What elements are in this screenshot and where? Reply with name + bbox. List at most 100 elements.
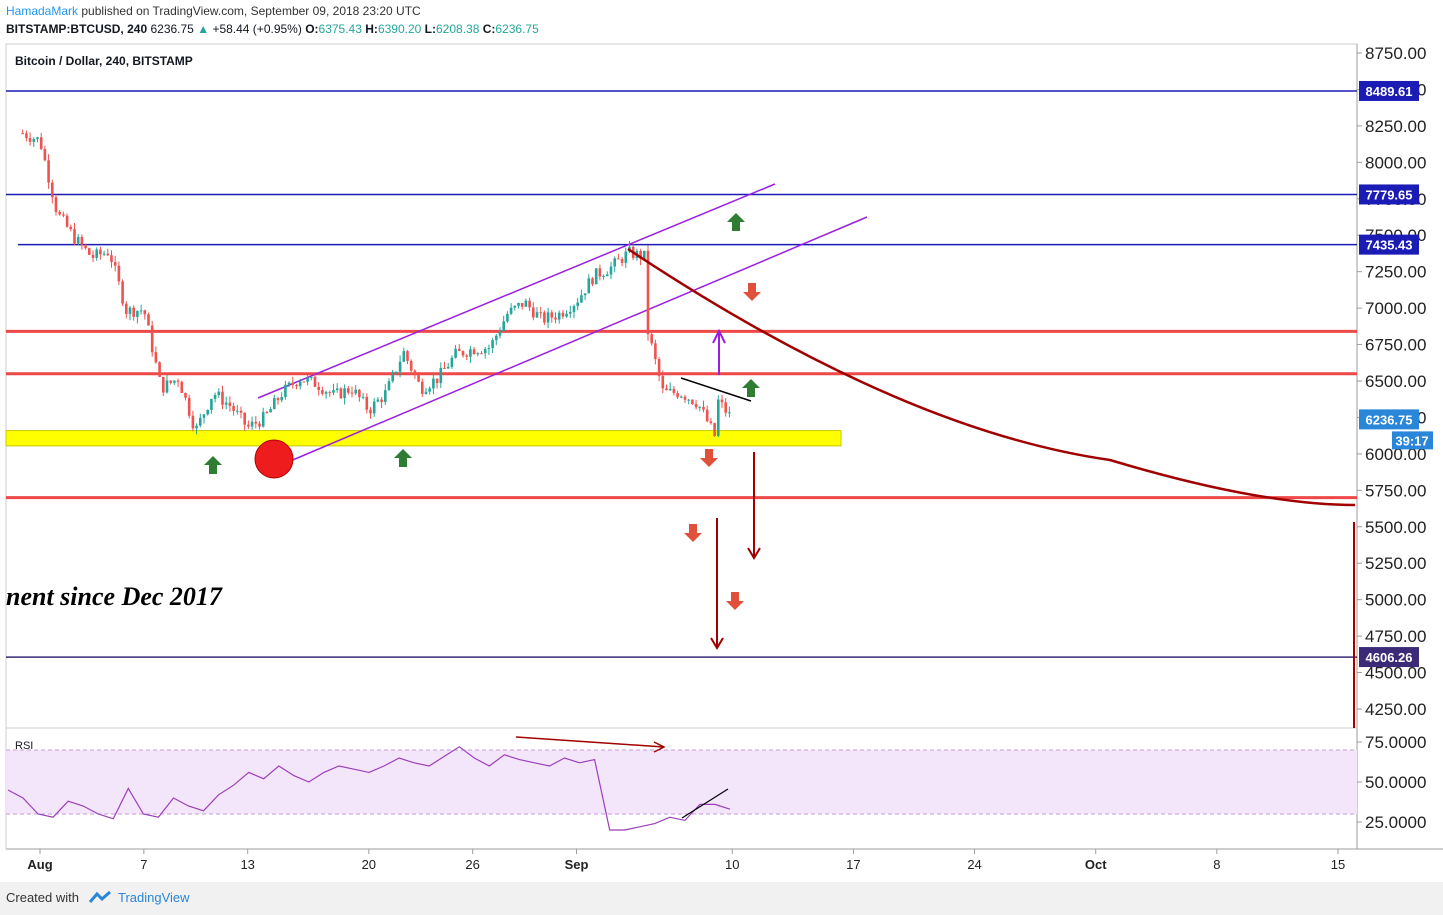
rsi-tick-label: 50.0000 (1365, 773, 1426, 792)
author-link[interactable]: HamadaMark (6, 4, 79, 18)
tradingview-link[interactable]: TradingView (118, 890, 190, 905)
candle (724, 402, 727, 413)
candle (387, 381, 391, 391)
candle (87, 248, 91, 255)
countdown-box (1392, 431, 1433, 450)
candle (450, 357, 454, 367)
candle (424, 391, 428, 394)
candle (102, 253, 106, 255)
price-tick-label: 6750.00 (1365, 336, 1426, 355)
candle (594, 268, 598, 285)
low-value: 6208.38 (436, 22, 480, 36)
candle (154, 352, 158, 363)
candle (435, 378, 439, 384)
candle (665, 388, 668, 391)
candle (124, 303, 128, 314)
candle (276, 398, 280, 401)
candle (598, 268, 602, 277)
candle (272, 398, 276, 410)
candle (413, 370, 417, 376)
high-label: H: (365, 22, 378, 36)
candle (117, 265, 121, 282)
candle (180, 381, 184, 393)
red-down-arrow-icon (684, 524, 702, 542)
candle (402, 351, 406, 362)
candle (50, 182, 54, 198)
candle (679, 396, 683, 398)
candle (546, 312, 550, 323)
candle (691, 399, 694, 405)
green-up-arrow-icon (742, 379, 760, 397)
candle (121, 281, 124, 304)
candle (465, 355, 468, 357)
candle (95, 249, 98, 258)
candle (306, 377, 309, 382)
candle (298, 381, 302, 387)
green-up-arrow-icon (204, 456, 222, 474)
channel-lower-line (287, 216, 868, 463)
candle (195, 425, 198, 429)
candle (358, 389, 361, 398)
candle (302, 381, 306, 383)
candle (54, 197, 58, 212)
price-label: 4606.26 (1366, 650, 1413, 665)
time-tick-label: Sep (565, 857, 589, 872)
candle (457, 348, 461, 352)
price-tick-label: 5000.00 (1365, 591, 1426, 610)
candle (443, 367, 446, 369)
rsi-band (6, 750, 1357, 814)
time-tick-label: 10 (725, 857, 739, 872)
price-tick-label: 5250.00 (1365, 554, 1426, 573)
publish-date: published on TradingView.com, September … (81, 4, 421, 18)
candle (487, 348, 491, 350)
price-tick-label: 4250.00 (1365, 700, 1426, 719)
rsi-tick-label: 75.0000 (1365, 733, 1426, 752)
candle (28, 138, 32, 142)
candle (110, 255, 113, 263)
candle (80, 237, 84, 245)
candle (139, 310, 143, 312)
candle (524, 300, 528, 307)
candle (25, 133, 28, 139)
candle (143, 310, 147, 315)
wedge-line (680, 377, 752, 402)
candle (39, 137, 43, 149)
candle (198, 417, 202, 426)
rsi-trendline (681, 788, 729, 819)
candle (513, 305, 517, 308)
tradingview-logo-icon[interactable] (88, 890, 112, 909)
candle (539, 312, 542, 314)
red-down-arrow-icon (743, 283, 761, 301)
time-tick-label: 20 (362, 857, 376, 872)
candle (136, 310, 139, 317)
time-tick-label: 8 (1213, 857, 1220, 872)
ohlc-legend: BITSTAMP:BTCUSD, 240 6236.75 ▲ +58.44 (+… (6, 22, 539, 36)
candle (650, 334, 653, 344)
candle (716, 399, 720, 436)
publish-info: HamadaMark published on TradingView.com,… (6, 4, 421, 18)
candle (646, 250, 650, 335)
candle (543, 312, 546, 323)
candle (572, 306, 576, 313)
candle (21, 133, 24, 135)
candle (221, 391, 224, 405)
bottom-marker-circle (254, 439, 294, 479)
candle (439, 367, 443, 384)
candle (395, 371, 398, 373)
red-down-arrow-icon (726, 592, 744, 610)
chart-canvas[interactable]: Bitcoin / Dollar, 240, BITSTAMP nent sin… (0, 0, 1443, 882)
candle (565, 313, 568, 317)
candle (609, 266, 613, 275)
time-tick-label: 13 (240, 857, 254, 872)
candle (287, 382, 291, 385)
rsi-tick-label: 25.0000 (1365, 813, 1426, 832)
candle (687, 399, 690, 401)
candle (624, 251, 628, 263)
candle (702, 406, 705, 410)
candle (602, 276, 605, 278)
candle (239, 410, 243, 413)
candle (639, 250, 642, 260)
high-value: 6390.20 (377, 22, 422, 36)
candle (324, 392, 328, 394)
candle (554, 317, 557, 320)
